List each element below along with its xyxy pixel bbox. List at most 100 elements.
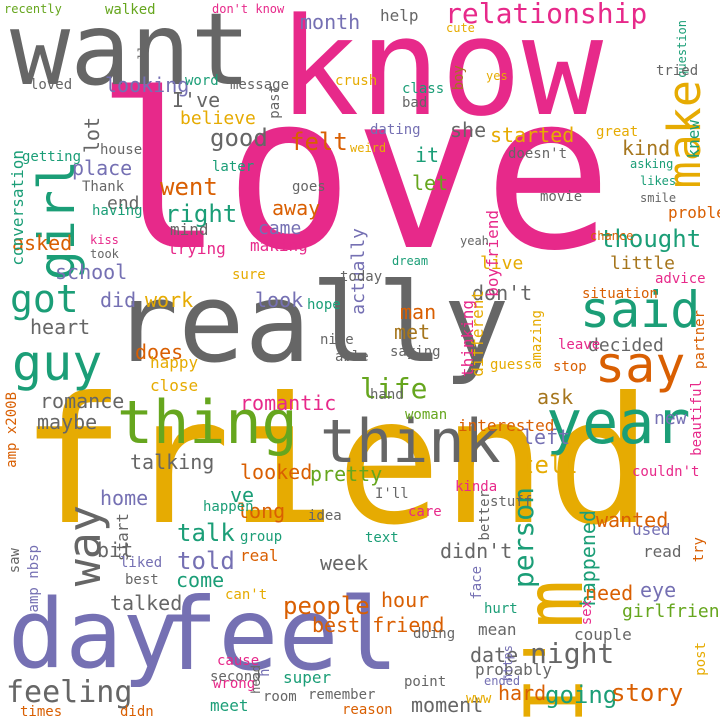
word-knew: knew (684, 120, 703, 159)
word-remember: remember (308, 687, 376, 703)
word-probably: probably (475, 660, 553, 679)
word-hope: hope (307, 297, 341, 313)
word-decided: decided (588, 335, 664, 356)
word-guess: guess (490, 357, 533, 373)
word-www: www (466, 691, 492, 707)
word-dating: dating (370, 122, 421, 138)
word-heart: heart (30, 315, 91, 339)
word-walked: walked (105, 2, 156, 18)
word-life: life (360, 372, 428, 405)
word-week: week (320, 551, 369, 575)
word-story: story (611, 679, 684, 707)
word-interested: interested (458, 416, 555, 435)
word-went: went (160, 173, 218, 201)
word-feeling: feeling (6, 675, 133, 710)
word-lot: lot (80, 117, 104, 154)
word-start: start (113, 513, 132, 562)
word-away: away (272, 196, 321, 220)
word-face: face (469, 566, 485, 600)
word-best-friend: best friend (312, 613, 445, 637)
word-tried: tried (656, 63, 699, 79)
word-recently: recently (4, 2, 62, 16)
word-tell: tell (520, 451, 578, 479)
word-post: post (693, 642, 709, 676)
word-times: times (20, 704, 63, 720)
word-cute: cute (446, 21, 475, 35)
word-know: know (278, 0, 604, 146)
word-head: head (249, 665, 263, 694)
word-nice: nice (320, 332, 354, 348)
word-thought: thought (600, 225, 702, 253)
word-look: look (255, 288, 304, 312)
word-thank: Thank (82, 179, 125, 195)
word-sure: sure (232, 267, 266, 283)
word-conversation: conversation (8, 150, 27, 266)
word-saying: saying (390, 344, 441, 360)
word-saw: saw (7, 548, 23, 574)
word-liked: liked (120, 555, 163, 571)
word-message: message (230, 77, 290, 93)
word-ended: ended (484, 674, 521, 688)
word-let: let (412, 171, 449, 195)
word-little: little (610, 253, 676, 274)
word-man: man (400, 300, 437, 324)
word-smile: smile (640, 191, 677, 205)
word-say: say (595, 336, 686, 394)
word-relationship: relationship (445, 0, 648, 30)
word-yes: yes (486, 69, 508, 83)
word-started: started (490, 123, 575, 147)
word-ll: ll (136, 45, 150, 60)
word-told: told (177, 547, 235, 575)
word-thing: thing (117, 388, 298, 458)
word-amp-x200b: amp x200B (4, 392, 20, 468)
word-happy: happy (150, 353, 199, 372)
word-doesn-t: doesn't (508, 146, 568, 162)
word-making: making (250, 236, 308, 255)
word-kiss: kiss (90, 233, 119, 247)
word-girlfriend: girlfriend (622, 601, 720, 622)
word-used: used (632, 520, 671, 539)
word-didn-t: didn't (440, 539, 513, 563)
word-believe: believe (180, 108, 256, 129)
word-goes: goes (292, 179, 326, 195)
word-pretty: pretty (310, 462, 383, 486)
word-did: did (100, 288, 137, 312)
word-eye: eye (640, 578, 677, 602)
word-best: best (125, 572, 159, 588)
word-place: place (72, 156, 133, 180)
word-can-t: can't (225, 587, 268, 603)
word-got: got (10, 277, 79, 321)
word-couldn-t: couldn't (632, 464, 700, 480)
word-boyfriend: boyfriend (483, 210, 502, 297)
word-hard: hard (498, 681, 547, 705)
word-love: love (95, 47, 613, 298)
word-thinking: thinking (458, 300, 477, 378)
word-she: she (450, 118, 487, 142)
word-problem: problem (668, 203, 720, 222)
word-asking: asking (630, 157, 674, 171)
word-room: room (263, 689, 297, 705)
word-think: think (320, 407, 501, 477)
word-great: great (596, 124, 639, 140)
word-month: month (300, 10, 361, 34)
word-night: night (530, 637, 615, 670)
word-came: came (258, 218, 302, 239)
word-hour: hour (381, 588, 430, 612)
word-looking: looking (105, 73, 190, 97)
word-able: able (335, 349, 369, 365)
word-second: second (210, 669, 261, 685)
word-date: date (470, 643, 519, 667)
word-don-t-know: don't know (212, 2, 285, 16)
word-care: care (408, 504, 442, 520)
word-amazing: amazing (529, 310, 545, 370)
word-text: text (365, 530, 399, 546)
word-live: live (480, 253, 524, 274)
word-need: need (585, 581, 634, 605)
word-doing: doing (413, 626, 456, 642)
word-felt: felt (290, 128, 348, 156)
word-end: end (107, 193, 140, 214)
word-kinda: kinda (455, 479, 498, 495)
word-year: year (546, 388, 691, 458)
word-weird: weird (350, 141, 387, 155)
